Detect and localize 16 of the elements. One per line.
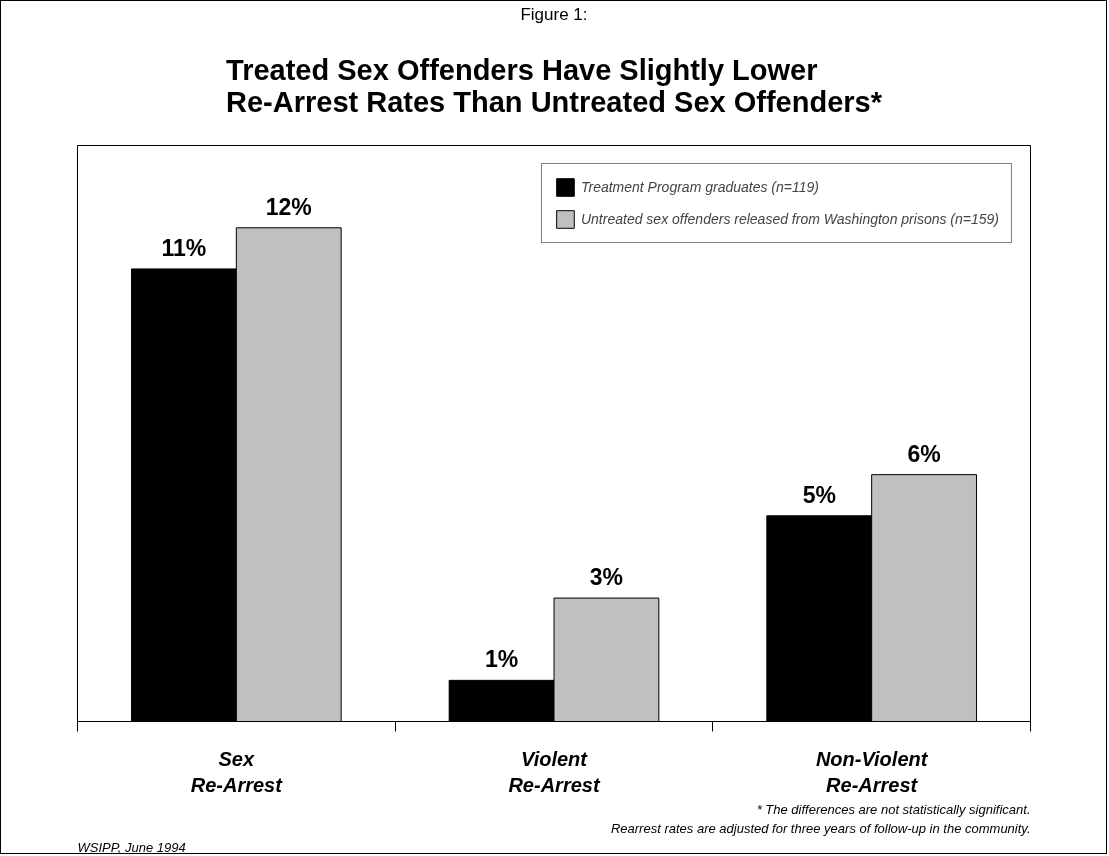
data-label: 6%: [907, 440, 941, 467]
data-label: 12%: [265, 193, 312, 220]
chart-subtitle: Figure 1:: [520, 4, 588, 24]
legend-label: Treatment Program graduates (n=119): [580, 179, 819, 195]
text: WSIPP, June 1994: [77, 839, 186, 855]
text: * The differences are not statistically significant.: [756, 801, 1031, 817]
x-tick-label: Non-Violent Re-Arrest: [815, 747, 929, 796]
legend-label: Untreated sex offenders released from Washington prisons (n=159): [580, 211, 999, 227]
data-label: 1%: [484, 646, 519, 673]
data-label: 11%: [161, 234, 207, 261]
data-label: 3%: [589, 564, 624, 591]
data-label: 5%: [802, 481, 836, 508]
chart-title: Treated Sex Offenders Have Slightly Lower Re-Arrest Rates Than Untreated Sex Offenders*: [226, 54, 883, 118]
text: Rearrest rates are adjusted for three years of follow-up in the community.: [610, 820, 1031, 836]
x-tick-label: Sex Re-Arrest: [190, 747, 284, 796]
x-tick-label: Violent Re-Arrest: [508, 747, 601, 796]
